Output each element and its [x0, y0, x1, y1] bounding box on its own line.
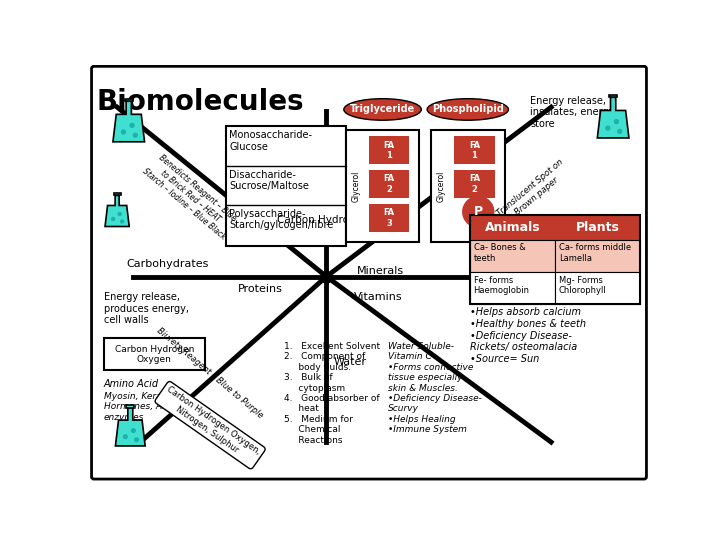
Text: Minerals: Minerals: [357, 266, 405, 276]
FancyBboxPatch shape: [369, 170, 409, 198]
FancyBboxPatch shape: [555, 272, 640, 304]
Text: Plants: Plants: [576, 221, 620, 234]
Text: Biurets Reagent – Blue to Purple: Biurets Reagent – Blue to Purple: [156, 326, 265, 420]
Text: Energy release,
produces energy,
cell walls: Energy release, produces energy, cell wa…: [104, 292, 189, 325]
Polygon shape: [113, 101, 145, 142]
Text: Carbon Hydrogen Oxygen,
Nitrogen, Sulphur: Carbon Hydrogen Oxygen, Nitrogen, Sulphu…: [158, 385, 261, 465]
FancyBboxPatch shape: [431, 130, 505, 242]
Circle shape: [132, 429, 135, 433]
Text: P: P: [474, 205, 483, 218]
Text: Water: Water: [334, 357, 367, 367]
Text: Fats: Fats: [354, 232, 376, 242]
Circle shape: [112, 218, 114, 220]
Text: Myosin, Keratin
Hormones, Antibodies,
enzymes: Myosin, Keratin Hormones, Antibodies, en…: [104, 392, 207, 422]
Text: Phospholipid: Phospholipid: [432, 104, 504, 114]
Text: Disaccharide-
Sucrose/Maltose: Disaccharide- Sucrose/Maltose: [230, 170, 310, 191]
Circle shape: [130, 124, 134, 127]
Text: Carbohydrates: Carbohydrates: [126, 259, 209, 269]
Polygon shape: [609, 94, 617, 97]
Text: Carbon Hydrogen: Carbon Hydrogen: [276, 215, 369, 225]
Polygon shape: [125, 99, 133, 101]
Circle shape: [118, 212, 121, 215]
Circle shape: [122, 130, 125, 134]
Text: Ca- forms middle
Lamella: Ca- forms middle Lamella: [559, 244, 631, 263]
Text: Vitamins: Vitamins: [354, 292, 402, 302]
Text: Benedicts Reagent – Blue
to Brick Red – HEAT
Starch – Iodine – Blue Black: Benedicts Reagent – Blue to Brick Red – …: [141, 150, 240, 241]
Text: FA
1: FA 1: [469, 140, 480, 160]
FancyBboxPatch shape: [369, 137, 409, 164]
Text: FA
1: FA 1: [384, 140, 395, 160]
FancyBboxPatch shape: [454, 170, 495, 198]
FancyBboxPatch shape: [555, 215, 640, 240]
Circle shape: [124, 435, 127, 438]
Text: Carbon Hydrogen
Oxygen: Carbon Hydrogen Oxygen: [114, 345, 194, 364]
FancyBboxPatch shape: [469, 215, 555, 240]
Circle shape: [618, 130, 621, 133]
Text: Polysaccharide-
Starch/gylcogen/fibre: Polysaccharide- Starch/gylcogen/fibre: [230, 209, 334, 231]
Polygon shape: [598, 97, 629, 138]
Text: Energy release,
insulates, energy
store: Energy release, insulates, energy store: [530, 96, 615, 129]
Text: FA
3: FA 3: [384, 208, 395, 228]
FancyBboxPatch shape: [225, 126, 346, 246]
Polygon shape: [126, 406, 135, 408]
FancyBboxPatch shape: [469, 272, 555, 304]
FancyBboxPatch shape: [104, 338, 204, 370]
Text: Amino Acid: Amino Acid: [104, 379, 159, 389]
Circle shape: [135, 438, 138, 442]
Text: Animals: Animals: [485, 221, 540, 234]
FancyBboxPatch shape: [346, 130, 419, 242]
Circle shape: [606, 126, 610, 130]
FancyBboxPatch shape: [454, 137, 495, 164]
Ellipse shape: [344, 99, 421, 120]
Ellipse shape: [427, 99, 508, 120]
Text: FA
2: FA 2: [469, 174, 480, 194]
Text: 1.   Excellent Solvent
2.   Component of
     body fluids.
3.   Bulk of
     cyt: 1. Excellent Solvent 2. Component of bod…: [284, 342, 380, 444]
Text: Proteins: Proteins: [238, 284, 283, 294]
Text: Fat Soluble – Vitamin D
•Helps absorb calcium
•Healthy bones & teeth
•Deficiency: Fat Soluble – Vitamin D •Helps absorb ca…: [469, 296, 586, 364]
FancyBboxPatch shape: [469, 240, 555, 272]
Text: Monosaccharide-
Glucose: Monosaccharide- Glucose: [230, 130, 312, 152]
Text: Mg- Forms
Chlorophyll: Mg- Forms Chlorophyll: [559, 276, 607, 295]
Text: Triglyceride: Triglyceride: [350, 104, 415, 114]
Text: Fe- forms
Haemoglobin: Fe- forms Haemoglobin: [474, 276, 530, 295]
Circle shape: [614, 120, 618, 124]
Text: Ca- Bones &
teeth: Ca- Bones & teeth: [474, 244, 526, 263]
Text: Water Soluble-
Vitamin C-
•Forms connective
tissue especially
skin & Muscles.
•D: Water Soluble- Vitamin C- •Forms connect…: [388, 342, 482, 434]
FancyBboxPatch shape: [369, 204, 409, 232]
Polygon shape: [115, 408, 145, 446]
Polygon shape: [114, 193, 121, 195]
Text: Biomolecules: Biomolecules: [96, 88, 304, 116]
Circle shape: [133, 133, 138, 137]
FancyBboxPatch shape: [555, 240, 640, 272]
Circle shape: [121, 220, 124, 223]
Text: Glycerol: Glycerol: [351, 171, 360, 202]
Polygon shape: [105, 195, 129, 226]
Circle shape: [463, 197, 494, 227]
Text: FA
2: FA 2: [384, 174, 395, 194]
Text: Translucent Spot on
Brown paper: Translucent Spot on Brown paper: [495, 158, 572, 226]
Text: Glycerol: Glycerol: [436, 171, 446, 202]
FancyBboxPatch shape: [91, 66, 647, 479]
